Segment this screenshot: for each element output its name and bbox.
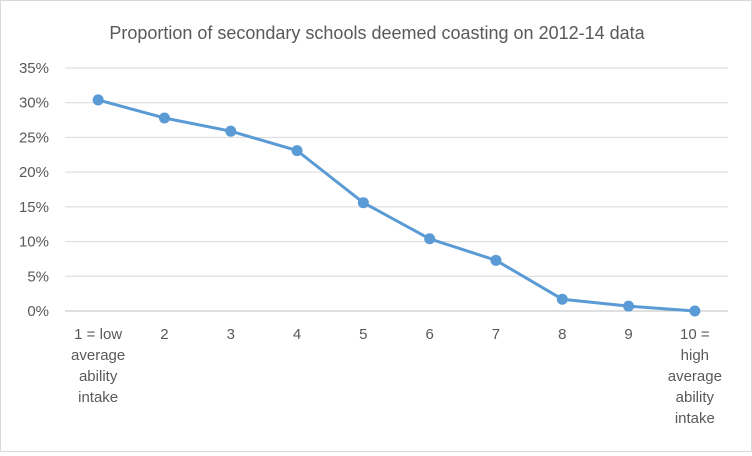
x-tick-label: 4: [293, 326, 301, 343]
y-tick-label: 35%: [19, 60, 49, 77]
series-line: [97, 98, 695, 313]
data-point: 1.7%: [556, 293, 568, 305]
x-tick-label: 1 = low average ability intake: [71, 326, 125, 406]
y-tick-label: 30%: [19, 95, 49, 112]
y-tick-label: 10%: [19, 234, 49, 251]
data-point: 10.4%: [424, 233, 436, 245]
x-tick-label: 6: [425, 326, 433, 343]
y-tick-label: 20%: [19, 164, 49, 181]
x-tick-label: 7: [492, 326, 500, 343]
x-tick-label: 8: [558, 326, 566, 343]
data-point: 30.4%: [92, 94, 104, 106]
x-tick-label: 3: [227, 326, 235, 343]
data-point: 7.3%: [490, 254, 502, 266]
y-tick-label: 0%: [27, 303, 49, 320]
data-point: 0.7%: [623, 300, 635, 312]
chart-title: Proportion of secondary schools deemed c…: [109, 23, 645, 43]
x-tick-label: 2: [160, 326, 168, 343]
y-tick-label: 15%: [19, 199, 49, 216]
y-tick-label: 5%: [27, 268, 49, 285]
y-tick-label: 25%: [19, 129, 49, 146]
data-point: 0%: [689, 305, 701, 317]
data-point: 23.1%: [291, 145, 303, 157]
data-point: 27.8%: [158, 112, 170, 124]
data-point: 25.9%: [225, 125, 237, 137]
data-point: 15.6%: [357, 197, 369, 209]
x-tick-label: 10 = high average ability intake: [668, 326, 722, 427]
x-tick-label: 9: [624, 326, 632, 343]
x-tick-label: 5: [359, 326, 367, 343]
